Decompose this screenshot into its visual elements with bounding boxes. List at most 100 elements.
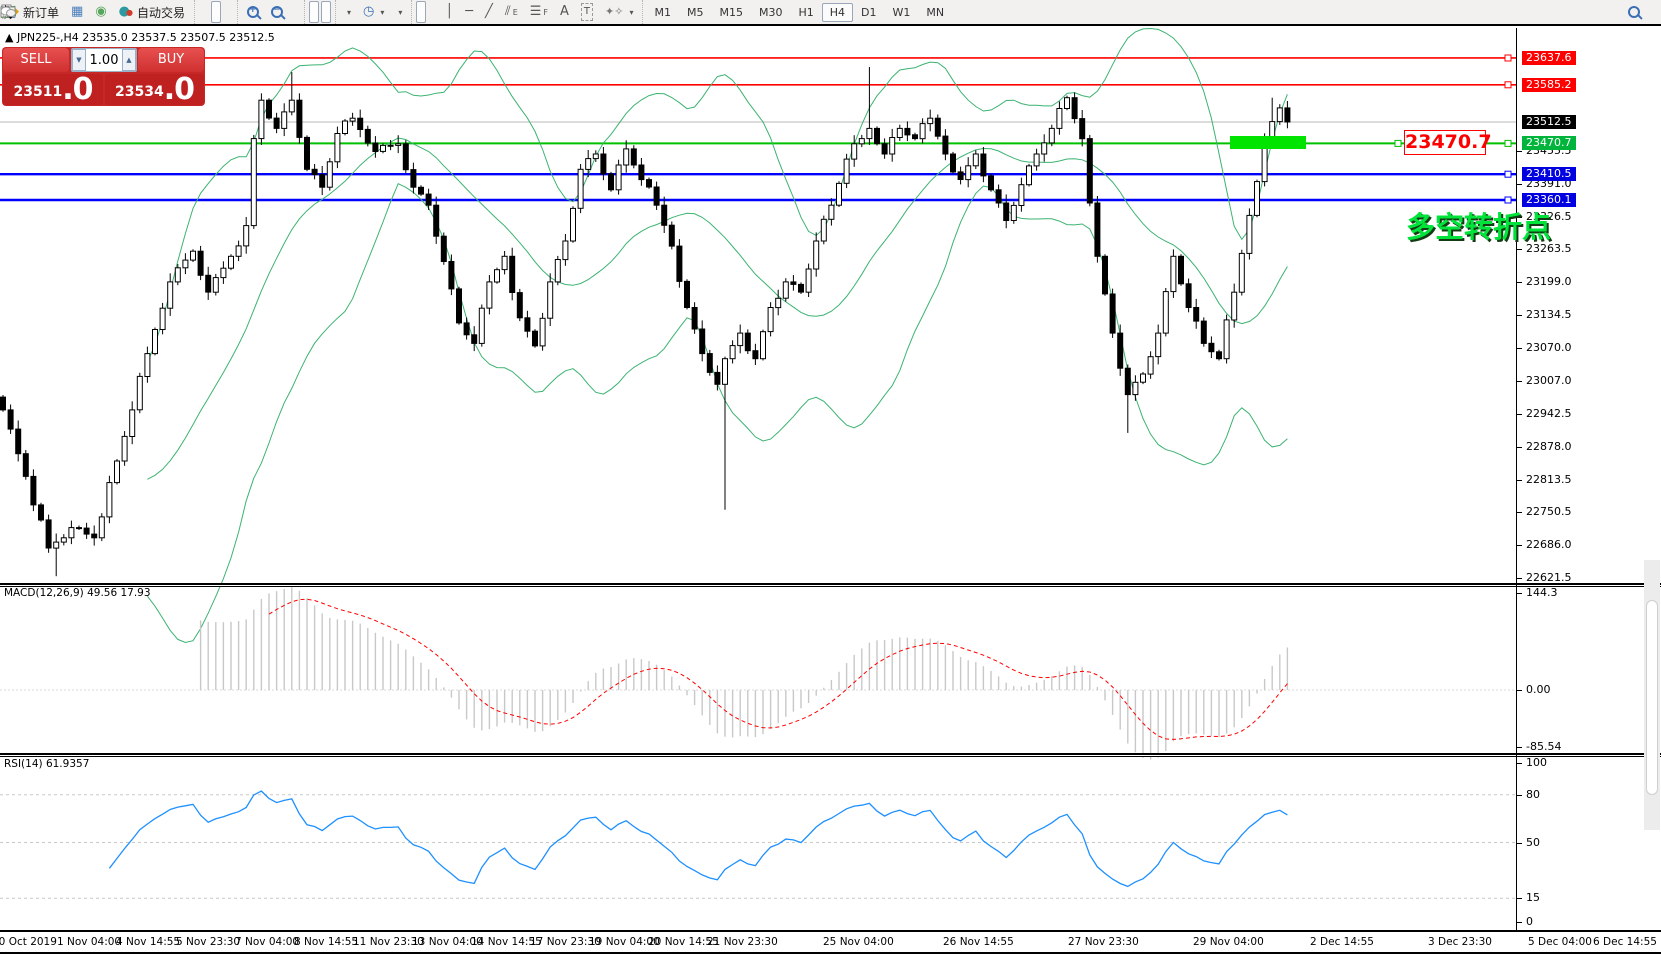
date-axis-label: 17 Nov 23:30 — [530, 936, 601, 948]
scrollbar-thumb[interactable] — [1646, 600, 1658, 795]
sell-price[interactable]: 23511 .0 — [3, 74, 103, 105]
timeframe-button-MN[interactable]: MN — [926, 5, 945, 19]
candles-chart-button[interactable] — [3, 1, 221, 23]
buy-price-small: 23534 — [115, 84, 164, 100]
periods-button[interactable]: ◷ ▾ — [358, 1, 389, 23]
axis-price-badge: 23512.5 — [1522, 115, 1576, 129]
arrows-icon: ✦✧ — [605, 5, 624, 18]
arrows-caret: ▾ — [629, 7, 634, 17]
chat-button[interactable] — [0, 1, 1657, 23]
volume-down-button[interactable]: ▼ — [72, 49, 86, 71]
timeframe-button-D1[interactable]: D1 — [861, 5, 877, 19]
timeframe-button-M30[interactable]: M30 — [758, 5, 783, 19]
zoom-in-button[interactable]: + — [242, 1, 264, 23]
templates-button[interactable]: ▾ — [0, 1, 407, 23]
axis-tick — [1516, 511, 1522, 513]
tile-windows-button[interactable] — [1, 1, 300, 23]
indicators-button[interactable]: ▾ — [1, 1, 356, 23]
timeframe-button-M15[interactable]: M15 — [719, 5, 743, 19]
arrows-button[interactable]: ✦✧ ▾ — [600, 1, 638, 23]
date-axis-label: 5 Dec 04:00 — [1528, 936, 1592, 948]
text-label-button[interactable]: T — [576, 1, 598, 23]
text-tool-icon: A — [560, 4, 569, 19]
toolbar-group-scroll: + — [2, 0, 335, 24]
charts-window-button[interactable]: ▦ — [66, 1, 88, 23]
autotrading-button[interactable]: ●● 自动交易 — [114, 1, 190, 23]
toolbar-group-drawtools: │ ─ ╱ ⫽ E ☰ F A T ✦✧ ▾ — [2, 0, 642, 24]
macd-pane[interactable] — [0, 586, 1516, 760]
date-axis-label: 21 Nov 23:30 — [707, 936, 778, 948]
axis-price-badge: 23410.5 — [1522, 167, 1576, 182]
pane-separator-1[interactable] — [0, 583, 1661, 587]
vertical-line-button[interactable]: │ — [440, 1, 458, 23]
zoom-out-icon: − — [271, 5, 283, 18]
timeframe-button-M5[interactable]: M5 — [686, 5, 704, 19]
fibonacci-label: F — [543, 7, 549, 17]
horizontal-line-icon: ─ — [465, 4, 474, 19]
axis-tick-label: 80 — [1526, 788, 1540, 801]
turning-point-note: 多空转折点 — [1406, 210, 1552, 244]
axis-tick-label: 22813.5 — [1526, 472, 1572, 486]
date-axis[interactable] — [0, 932, 1661, 952]
search-button[interactable] — [1623, 1, 1645, 23]
rsi-pane[interactable] — [0, 756, 1516, 930]
text-tool-button[interactable]: A — [555, 1, 574, 23]
axis-tick — [1516, 593, 1522, 594]
clock-icon: ◷ — [363, 4, 375, 19]
timeframe-button-H1[interactable]: H1 — [798, 5, 814, 19]
volume-up-button[interactable]: ▲ — [122, 49, 136, 71]
toolbar-group-objects: ▾ ◷ ▾ ▾ — [0, 0, 411, 24]
cursor-button[interactable] — [5, 1, 427, 23]
window-bottom-border — [0, 952, 1661, 954]
timeframe-button-W1[interactable]: W1 — [892, 5, 911, 19]
signals-button[interactable]: ◉ — [90, 1, 111, 23]
bars-chart-button[interactable] — [2, 1, 209, 23]
templates-caret: ▾ — [398, 7, 403, 17]
pane-separator-2[interactable] — [0, 753, 1661, 757]
channel-button[interactable]: ⫽ E — [500, 1, 523, 23]
ocp-row-buttons: SELL ▼ 1.00 ▲ BUY — [2, 47, 205, 73]
panel-collapse-icon[interactable]: ▲ — [5, 31, 14, 44]
axis-tick-label: 22621.5 — [1526, 570, 1572, 584]
text-label-icon: T — [580, 3, 594, 21]
symbol-ohlc-line: ▲ JPN225-,H4 23535.0 23537.5 23507.5 235… — [5, 31, 275, 44]
timeframe-button-M1[interactable]: M1 — [654, 5, 671, 19]
channel-icon: ⫽ — [504, 4, 511, 19]
fibonacci-button[interactable]: ☰ F — [525, 1, 553, 23]
date-axis-label: 30 Oct 2019 — [0, 936, 57, 948]
zoom-out-button[interactable]: − — [266, 1, 288, 23]
horizontal-line-button[interactable]: ─ — [460, 1, 478, 23]
chart-shift-button[interactable]: + — [2, 1, 331, 23]
axis-tick — [1516, 380, 1522, 382]
symbol-ohlc-text: JPN225-,H4 23535.0 23537.5 23507.5 23512… — [16, 31, 275, 44]
one-click-trading-panel: SELL ▼ 1.00 ▲ BUY 23511 .0 23534 .0 — [2, 47, 205, 106]
axis-tick-label: 23263.5 — [1526, 242, 1572, 256]
axis-tick-label: 22750.5 — [1526, 504, 1572, 518]
fibonacci-icon: ☰ — [529, 4, 542, 19]
axis-tick — [1516, 249, 1522, 251]
line-chart-button[interactable] — [0, 1, 233, 23]
volume-value[interactable]: 1.00 — [89, 52, 119, 68]
trendline-icon: ╱ — [485, 4, 493, 19]
date-axis-label: 4 Nov 14:55 — [116, 936, 181, 948]
autoscroll-button[interactable] — [2, 1, 319, 23]
axis-tick — [1516, 315, 1522, 317]
price-callout-label[interactable]: 23470.7 — [1404, 130, 1492, 155]
search-icon — [1628, 6, 1640, 18]
date-axis-label: 26 Nov 14:55 — [943, 936, 1014, 948]
axis-tick-label: 15 — [1526, 891, 1540, 904]
sell-price-small: 23511 — [13, 84, 63, 100]
main-chart-pane[interactable] — [0, 27, 1516, 644]
timeframe-button-H4[interactable]: H4 — [821, 2, 854, 22]
buy-price[interactable]: 23534 .0 — [105, 74, 204, 105]
buy-button[interactable]: BUY — [138, 48, 204, 72]
volume-stepper: ▼ 1.00 ▲ — [71, 48, 137, 72]
axis-tick — [1516, 151, 1522, 153]
vertical-line-icon: │ — [445, 4, 454, 19]
axis-tick — [1516, 795, 1522, 796]
crosshair-button[interactable] — [2, 1, 438, 23]
date-axis-label: 20 Nov 14:55 — [648, 936, 719, 948]
sell-button[interactable]: SELL — [3, 48, 69, 72]
axis-tick — [1516, 577, 1522, 579]
trendline-button[interactable]: ╱ — [480, 1, 498, 23]
